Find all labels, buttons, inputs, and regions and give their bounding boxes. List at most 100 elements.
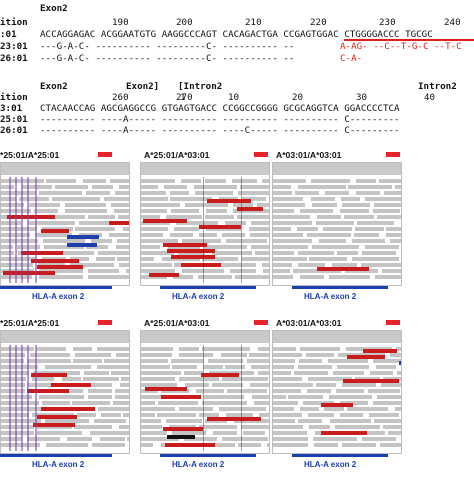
sequence-read xyxy=(73,347,92,351)
sequence-read xyxy=(36,431,83,435)
sequence-read xyxy=(224,221,246,225)
sequence-read xyxy=(373,419,401,423)
sequence-read xyxy=(226,389,268,393)
sequence-read xyxy=(38,275,83,279)
pileup-panel: A*25:01/A*03:01 HLA-A exon 2 xyxy=(140,150,270,310)
sequence-read xyxy=(101,413,121,417)
read-alignment-view[interactable] xyxy=(0,162,130,286)
sequence-read xyxy=(236,215,269,219)
region-marker xyxy=(98,152,112,157)
read-alignment-view[interactable] xyxy=(272,330,402,454)
sequence-read xyxy=(141,191,166,195)
sequence-read xyxy=(99,437,125,441)
sequence-read xyxy=(232,179,258,183)
allele-read-highlight xyxy=(41,407,95,411)
position-label-2: ition xyxy=(0,92,28,103)
allele-read-highlight xyxy=(167,435,195,439)
sequence-read xyxy=(240,257,269,261)
sequence-read xyxy=(273,407,295,411)
mate-read-highlight xyxy=(67,243,97,247)
allele-read-highlight xyxy=(161,395,201,399)
sequence-read xyxy=(254,251,269,255)
sequence-read xyxy=(307,233,351,237)
sequence-read xyxy=(27,383,62,387)
seq-label-a-2: 25:01 xyxy=(0,114,28,125)
sequence-read xyxy=(273,197,304,201)
sequence-read xyxy=(26,359,71,363)
sequence-read xyxy=(1,257,37,261)
sequence-read xyxy=(69,257,89,261)
sequence-read xyxy=(33,209,59,213)
sequence-read xyxy=(117,239,129,243)
sequence-read xyxy=(225,365,245,369)
coverage-track xyxy=(1,331,129,343)
sequence-read xyxy=(311,203,337,207)
sequence-read xyxy=(185,383,209,387)
pileup-panel: A*03:01/A*03:01 HLA-A exon 2 xyxy=(272,318,402,478)
sequence-read xyxy=(273,401,298,405)
sequence-read xyxy=(329,395,373,399)
region-marker xyxy=(254,152,268,157)
sequence-read xyxy=(64,209,107,213)
exon2-header: Exon2 xyxy=(40,3,68,14)
sequence-read xyxy=(238,443,262,447)
sequence-read xyxy=(273,389,302,393)
sequence-read xyxy=(229,269,256,273)
sequence-read xyxy=(337,251,358,255)
allele-read-highlight xyxy=(199,225,241,229)
sequence-read xyxy=(273,239,312,243)
sequence-read xyxy=(226,239,267,243)
sequence-read xyxy=(211,383,243,387)
region-marker xyxy=(254,320,268,325)
variant-column xyxy=(27,345,29,451)
sequence-read xyxy=(114,209,129,213)
sequence-read xyxy=(1,431,35,435)
sequence-read xyxy=(38,395,85,399)
pos-210: 210 xyxy=(245,17,262,28)
sequence-read xyxy=(273,377,303,381)
sequence-read xyxy=(184,437,218,441)
sequence-read xyxy=(201,257,238,261)
sequence-read xyxy=(157,401,198,405)
sequence-read xyxy=(44,365,91,369)
sequence-read xyxy=(1,365,39,369)
sequence-read xyxy=(386,227,401,231)
sequence-read xyxy=(376,395,401,399)
read-alignment-view[interactable] xyxy=(0,330,130,454)
sequence-read xyxy=(19,197,50,201)
sequence-read xyxy=(178,407,213,411)
sequence-read xyxy=(1,359,24,363)
read-alignment-view[interactable] xyxy=(140,162,270,286)
sequence-read xyxy=(114,395,129,399)
sequence-read xyxy=(1,347,34,351)
sequence-read xyxy=(251,245,269,249)
variant-a-sequence-2: ---------- ----A----- ---------- -------… xyxy=(40,114,400,125)
sequence-read xyxy=(273,245,308,249)
exon-label: HLA-A exon 2 xyxy=(304,460,357,469)
mate-read-highlight xyxy=(399,361,401,365)
ref-sequence: ACCAGGAGAC ACGGAATGTG AAGGCCCAGT CACAGAC… xyxy=(40,29,433,40)
sequence-read xyxy=(91,185,113,189)
read-alignment-view[interactable] xyxy=(272,162,402,286)
pos-10: 10 xyxy=(228,92,240,103)
variant-column xyxy=(241,177,242,283)
sequence-read xyxy=(373,401,401,405)
sequence-read xyxy=(141,425,162,429)
sequence-read xyxy=(240,185,269,189)
pos-1: 1 xyxy=(180,92,186,103)
sequence-read xyxy=(273,185,292,189)
exon-label: HLA-A exon 2 xyxy=(304,292,357,301)
panel-title: *25:01/A*25:01 xyxy=(0,150,60,160)
sequence-read xyxy=(273,443,309,447)
allele-read-highlight xyxy=(27,389,69,393)
sequence-read xyxy=(292,269,341,273)
sequence-read xyxy=(173,227,200,231)
sequence-read xyxy=(1,401,40,405)
variant-column xyxy=(9,345,11,451)
read-alignment-view[interactable] xyxy=(140,330,270,454)
sequence-read xyxy=(116,257,129,261)
sequence-read xyxy=(313,437,358,441)
sequence-read xyxy=(300,275,324,279)
sequence-read xyxy=(370,371,393,375)
sequence-read xyxy=(330,419,372,423)
